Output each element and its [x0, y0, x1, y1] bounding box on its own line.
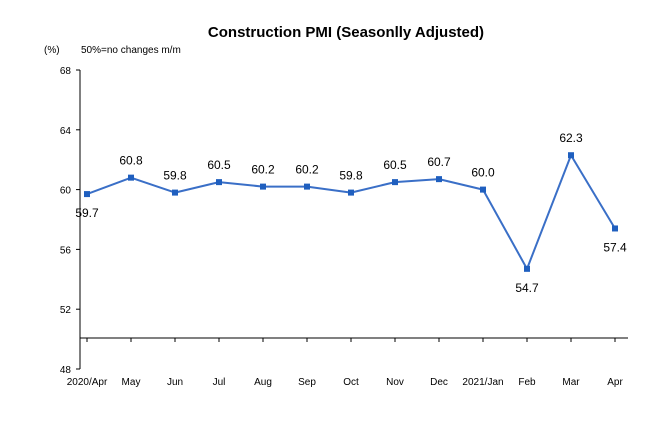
x-tick-label: Feb — [518, 377, 536, 388]
data-point — [348, 189, 354, 196]
x-tick-label: Dec — [430, 377, 448, 388]
x-tick-label: Mar — [562, 377, 580, 388]
data-label: 59.8 — [339, 169, 363, 183]
x-tick-label: Jun — [167, 377, 183, 388]
data-label: 60.0 — [471, 166, 495, 180]
y-tick-label: 60 — [60, 186, 72, 197]
data-point — [612, 225, 618, 232]
data-point — [568, 152, 574, 159]
data-label: 57.4 — [603, 240, 627, 254]
data-point — [84, 191, 90, 198]
data-label: 60.2 — [295, 163, 319, 177]
x-tick-group: 2020/Apr May Jun Jul Aug Sep Oct Nov Dec 2021/Jan… — [67, 338, 623, 388]
y-tick-label: 64 — [60, 126, 72, 137]
y-tick-label: 48 — [60, 365, 72, 376]
data-point — [436, 176, 442, 183]
data-label: 60.5 — [207, 158, 231, 172]
series-layer: 59.7 60.8 59.8 60.5 60.2 60.2 59.8 60.5 60.7 60.0… — [75, 131, 627, 295]
x-tick-label: Oct — [343, 377, 359, 388]
data-label: 59.8 — [163, 169, 187, 183]
data-point — [524, 265, 530, 272]
data-point — [260, 183, 266, 190]
data-point — [304, 183, 310, 190]
x-tick-label: May — [122, 377, 141, 388]
y-tick-label: 56 — [60, 245, 72, 256]
x-tick-label: Aug — [254, 377, 272, 388]
y-tick-label: 52 — [60, 305, 72, 316]
x-tick-label: 2020/Apr — [67, 377, 108, 388]
y-unit-label: (%) — [44, 45, 60, 56]
x-tick-label: Nov — [386, 377, 404, 388]
data-label: 60.2 — [251, 163, 275, 177]
y-tick-label: 68 — [60, 66, 72, 77]
data-label: 60.7 — [427, 155, 451, 169]
data-point — [216, 179, 222, 186]
data-label: 60.5 — [383, 158, 407, 172]
y-tick-group: 48 52 56 60 64 68 — [60, 66, 80, 376]
chart-title: Construction PMI (Seasonlly Adjusted) — [208, 24, 484, 41]
x-tick-label: 2021/Jan — [462, 377, 503, 388]
data-label: 62.3 — [559, 131, 583, 145]
data-point — [172, 189, 178, 196]
data-label: 59.7 — [75, 206, 99, 220]
data-label: 60.8 — [119, 154, 143, 168]
x-tick-label: Sep — [298, 377, 316, 388]
x-tick-label: Jul — [213, 377, 226, 388]
data-label: 54.7 — [515, 281, 539, 295]
data-point — [392, 179, 398, 186]
x-tick-label: Apr — [607, 377, 623, 388]
chart-note: 50%=no changes m/m — [81, 45, 181, 56]
data-point — [128, 174, 134, 181]
data-point — [480, 186, 486, 193]
